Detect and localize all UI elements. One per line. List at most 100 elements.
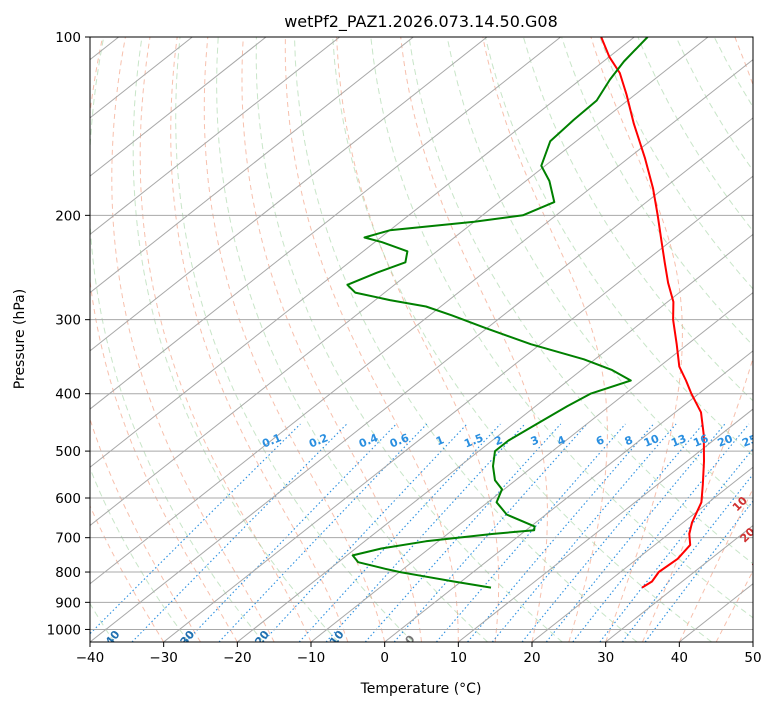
mixing-ratio-label: 0.6 [388, 431, 411, 450]
x-tick-label: 10 [450, 650, 467, 666]
moist-adiabat-label: 30 [750, 553, 770, 573]
mixing-ratio-line [131, 423, 348, 642]
isotherm-gridline [90, 37, 193, 119]
mixing-ratio-label: 2 [493, 433, 505, 448]
isotherm-gridline [163, 175, 753, 642]
x-axis-label: Temperature (°C) [360, 681, 482, 697]
y-tick-label: 500 [55, 444, 81, 460]
mixing-ratio-label: 0.2 [307, 431, 330, 450]
dry-adiabat-label: 0 [403, 633, 418, 647]
dry-adiabat [90, 37, 264, 642]
mixing-ratio-line [545, 423, 726, 642]
mixing-ratio-lines [90, 423, 753, 642]
isotherm-gridline [237, 233, 753, 642]
x-tick-label: −40 [76, 650, 105, 666]
y-tick-label: 100 [55, 30, 81, 46]
chart-title: wetPf2_PAZ1.2026.073.14.50.G08 [284, 12, 558, 32]
dry-adiabat [522, 37, 753, 402]
moist-adiabat [241, 37, 422, 642]
y-tick-label: 600 [55, 491, 81, 507]
mixing-ratio-label: 3 [529, 433, 541, 448]
dry-adiabat [175, 37, 414, 642]
y-tick-label: 800 [55, 565, 81, 581]
mixing-ratio-line [262, 423, 468, 642]
mixing-ratio-label: 25 [740, 432, 759, 450]
dry-adiabat [90, 467, 190, 642]
moist-adiabat [203, 37, 386, 642]
mixing-ratio-label: 16 [691, 432, 710, 450]
isotherm-gridline [90, 37, 635, 468]
y-tick-label: 200 [55, 208, 81, 224]
x-tick-label: −30 [149, 650, 178, 666]
mixing-ratio-line [364, 423, 562, 642]
y-tick-label: 300 [55, 313, 81, 329]
dry-adiabat [408, 37, 753, 565]
moist-adiabat [715, 569, 753, 642]
dry-adiabat [294, 37, 638, 642]
mixing-ratio-label: 30 [761, 432, 775, 450]
dry-adiabat [446, 37, 753, 511]
isotherm-gridline [90, 37, 709, 527]
mixing-ratio-line [325, 423, 526, 642]
isotherm-gridline [90, 37, 561, 410]
mixing-ratio-line [521, 423, 704, 642]
x-tick-label: −20 [223, 650, 252, 666]
moist-adiabat [678, 487, 753, 642]
y-tick-label: 400 [55, 387, 81, 403]
dewpoint-line [346, 37, 649, 589]
isotherm-gridline [531, 466, 753, 642]
mixing-ratio-line [572, 423, 750, 642]
mixing-ratio-line [491, 423, 677, 642]
isotherm-gridline [90, 59, 753, 585]
mixing-ratio-label: 8 [623, 433, 635, 448]
series-lines [346, 37, 705, 589]
x-tick-label: 50 [744, 650, 761, 666]
mixing-ratio-line [393, 423, 588, 642]
mixing-ratio-label: 20 [716, 432, 735, 450]
isotherm-gridline [384, 350, 753, 642]
x-tick-label: 40 [671, 650, 688, 666]
mixing-ratio-label: 1 [434, 433, 446, 448]
x-axis-ticks: −40 −30 −20 −10 0 10 20 30 40 50 [76, 642, 762, 666]
mixing-ratio-label: 6 [594, 433, 606, 448]
mixing-ratio-line [90, 423, 301, 635]
dry-adiabat [751, 37, 753, 40]
isotherm-gridline [752, 641, 753, 642]
moist-adiabat [482, 37, 608, 642]
y-axis-ticks: 100 200 300 400 500 600 700 800 900 1000 [47, 30, 90, 638]
moist-adiabat [90, 417, 201, 642]
moist-adiabat-label: 10 [730, 494, 750, 514]
mixing-ratio-line [644, 500, 753, 642]
grid [90, 37, 753, 642]
moist-adiabat [642, 37, 753, 642]
dry-adiabat [675, 37, 753, 172]
isotherm-gridline [458, 408, 753, 642]
y-tick-label: 1000 [47, 622, 81, 638]
dry-adiabat [599, 37, 753, 290]
isotherm-gridline [90, 37, 488, 352]
moist-adiabat [111, 37, 275, 642]
dry-adiabat [132, 37, 339, 642]
mixing-ratio-line [599, 447, 753, 642]
isotherm-gridline [605, 524, 753, 642]
moist-adiabat [752, 641, 753, 642]
dry-adiabat [637, 37, 753, 232]
moist-adiabat [590, 37, 683, 642]
dry-adiabat [484, 37, 753, 457]
dry-adiabat [255, 37, 563, 642]
moist-adiabat [170, 37, 349, 642]
isotherm-gridline [90, 117, 753, 642]
dry-adiabat-label: -50 [25, 628, 48, 652]
plot-frame [89, 36, 754, 643]
y-tick-label: 700 [55, 531, 81, 547]
moist-adiabat [336, 37, 500, 642]
mixing-ratio-label: 10 [642, 432, 661, 450]
y-axis-label: Pressure (hPa) [12, 289, 28, 389]
moist-adiabat [400, 37, 548, 642]
x-tick-label: 20 [523, 650, 540, 666]
moist-adiabat-label: 40 [765, 578, 775, 598]
dry-adiabat [561, 37, 753, 347]
moist-adiabat [90, 504, 165, 642]
y-tick-label: 900 [55, 595, 81, 611]
